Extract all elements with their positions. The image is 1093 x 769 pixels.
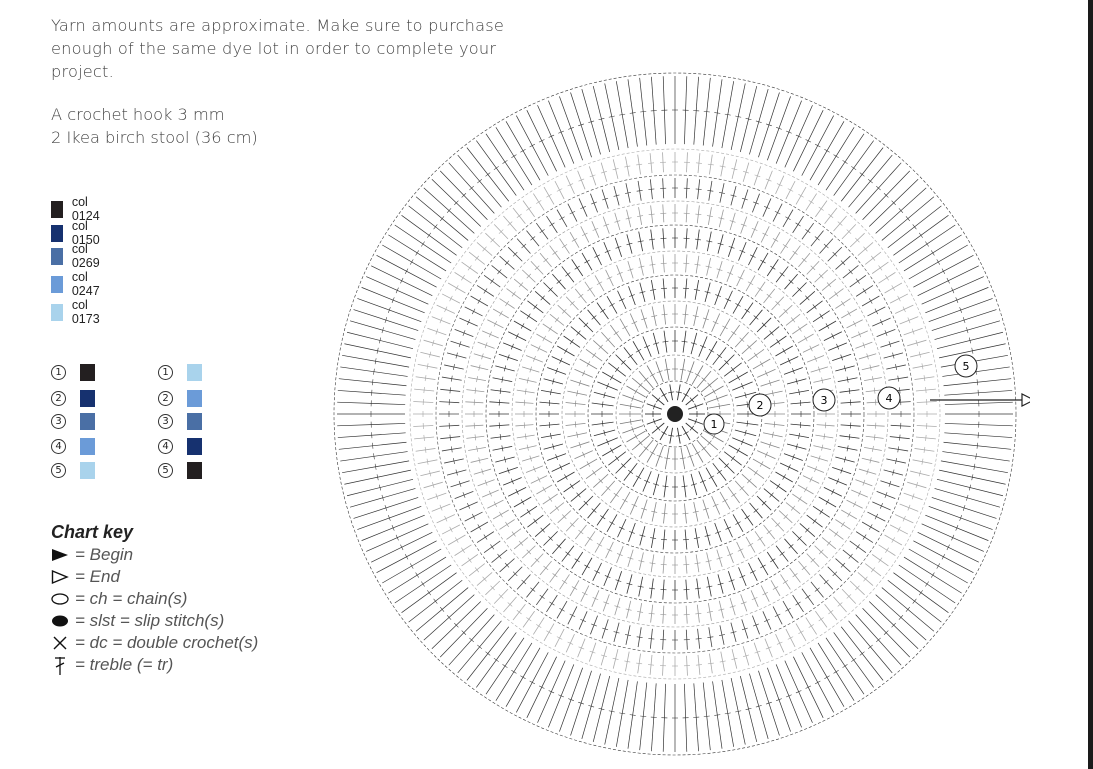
round-label-2: 2	[748, 393, 772, 417]
round-row: 2	[51, 388, 95, 408]
color-label: col 0124	[71, 195, 100, 223]
page-edge-bar	[1088, 0, 1093, 769]
round-swatch	[80, 412, 95, 430]
hook-requirement: A crochet hook 3 mm	[51, 105, 225, 124]
end-marker	[930, 393, 1030, 407]
key-entry: = ch = chain(s)	[51, 588, 258, 610]
round-swatch	[187, 363, 202, 381]
key-text: = ch = chain(s)	[75, 589, 188, 608]
color-item: col 0269	[51, 242, 105, 270]
round-swatch	[80, 363, 95, 381]
round-row: 3	[158, 411, 202, 431]
round-row: 1	[158, 362, 202, 382]
color-item: col 0173	[51, 298, 105, 326]
chart-rings	[333, 72, 1017, 756]
round-swatch	[187, 389, 202, 407]
end-triangle-icon	[51, 568, 69, 586]
round-row: 2	[158, 388, 202, 408]
key-entry: = End	[51, 566, 258, 588]
color-swatch	[51, 247, 63, 265]
color-swatch	[51, 200, 63, 218]
color-item: col 0150	[51, 219, 105, 247]
round-label-text: 5	[963, 360, 970, 373]
round-label-4: 4	[877, 386, 901, 410]
round-label-text: 2	[757, 399, 764, 412]
yarn-note-line-1: Yarn amounts are approximate. Make sure …	[51, 16, 505, 35]
round-number: 2	[51, 390, 66, 406]
crochet-round-chart: 1 2 3 4 5	[333, 72, 1030, 756]
key-text: = slst = slip stitch(s)	[75, 611, 225, 630]
slip-stitch-icon	[51, 612, 69, 630]
chart-key: Chart key = Begin = End = ch = chain(s) …	[51, 522, 258, 676]
round-row: 4	[158, 436, 202, 456]
color-swatch	[51, 224, 63, 242]
key-entry: = slst = slip stitch(s)	[51, 610, 258, 632]
color-swatch	[51, 303, 63, 321]
round-label-text: 4	[886, 392, 893, 405]
round-row: 3	[51, 411, 95, 431]
key-entry: = dc = double crochet(s)	[51, 632, 258, 654]
yarn-note-line-3: project.	[51, 62, 114, 81]
color-label: col 0269	[71, 242, 100, 270]
round-number: 5	[51, 462, 66, 478]
stool-requirement: 2 Ikea birch stool (36 cm)	[51, 128, 258, 147]
color-item: col 0124	[51, 195, 105, 223]
round-swatch	[80, 389, 95, 407]
round-row: 5	[51, 460, 95, 480]
treble-icon	[51, 656, 69, 675]
round-number: 4	[51, 438, 66, 454]
round-label-5: 5	[954, 354, 978, 378]
round-number: 2	[158, 390, 173, 406]
color-label: col 0150	[71, 219, 100, 247]
round-number: 4	[158, 438, 173, 454]
round-swatch	[187, 437, 202, 455]
round-number: 3	[51, 413, 66, 429]
color-swatch	[51, 275, 63, 293]
begin-triangle-icon	[51, 546, 69, 564]
round-row: 1	[51, 362, 95, 382]
color-item: col 0247	[51, 270, 105, 298]
round-swatch	[80, 437, 95, 455]
key-entry: = treble (= tr)	[51, 654, 258, 676]
key-text: = Begin	[75, 545, 134, 564]
round-number: 3	[158, 413, 173, 429]
round-swatch	[80, 461, 95, 479]
double-crochet-icon	[51, 634, 69, 652]
yarn-note: Yarn amounts are approximate. Make sure …	[51, 14, 551, 83]
round-label-text: 3	[821, 394, 828, 407]
yarn-note-line-2: enough of the same dye lot in order to c…	[51, 39, 497, 58]
round-label-3: 3	[812, 388, 836, 412]
chain-oval-icon	[51, 590, 69, 608]
chart-key-title: Chart key	[51, 522, 134, 542]
round-label-1: 1	[703, 413, 725, 435]
color-label: col 0247	[71, 270, 100, 298]
round-swatch	[187, 461, 202, 479]
round-row: 4	[51, 436, 95, 456]
key-entry: = Begin	[51, 544, 258, 566]
round-number: 1	[51, 364, 66, 380]
round-row: 5	[158, 460, 202, 480]
round-swatch	[187, 412, 202, 430]
round-number: 5	[158, 462, 173, 478]
round-labels: 1 2 3 4 5	[703, 354, 978, 435]
key-text: = treble (= tr)	[75, 655, 174, 674]
key-text: = End	[75, 567, 120, 586]
color-label: col 0173	[71, 298, 100, 326]
materials-list: A crochet hook 3 mm 2 Ikea birch stool (…	[51, 103, 258, 149]
round-number: 1	[158, 364, 173, 380]
round-label-text: 1	[711, 418, 718, 431]
key-text: = dc = double crochet(s)	[75, 633, 259, 652]
